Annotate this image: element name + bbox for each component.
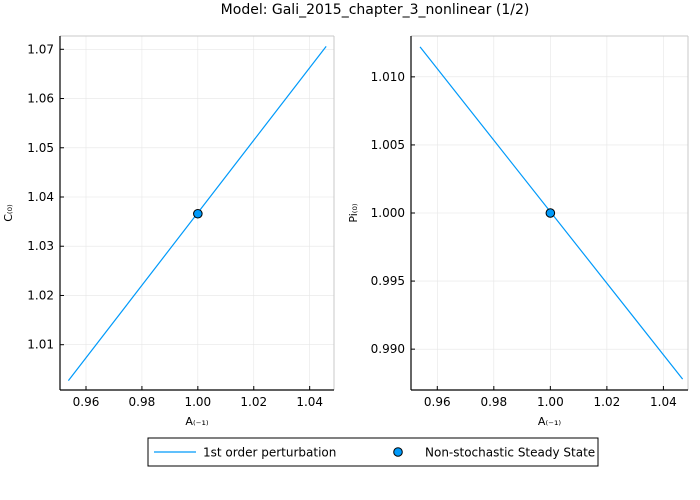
y-tick-label: 1.02 — [27, 288, 54, 302]
y-axis-label: C₍₀₎ — [2, 204, 15, 222]
x-tick-label: 0.98 — [129, 395, 156, 409]
y-tick-label: 1.04 — [27, 190, 54, 204]
subplot-2: 0.96 0.98 1.00 1.02 1.04 0.990 0.995 1.000 1.005… — [347, 35, 689, 428]
x-tick-label: 0.96 — [73, 395, 100, 409]
y-tick-label: 1.000 — [371, 206, 405, 220]
x-tick-label: 1.04 — [296, 395, 323, 409]
y-tick-label: 1.06 — [27, 92, 54, 106]
y-tick-label: 1.010 — [371, 70, 405, 84]
y-tick-label: 0.990 — [371, 342, 405, 356]
y-tick-label: 1.005 — [371, 138, 405, 152]
x-axis-label: A₍₋₁₎ — [185, 415, 208, 428]
x-tick-label: 1.02 — [594, 395, 621, 409]
x-tick-label: 0.98 — [480, 395, 507, 409]
x-tick-label: 1.04 — [650, 395, 677, 409]
y-tick-label: 1.01 — [27, 338, 54, 352]
figure-title: Model: Gali_2015_chapter_3_nonlinear (1/… — [221, 2, 530, 18]
x-tick-label: 1.00 — [537, 395, 564, 409]
y-tick-label: 0.995 — [371, 274, 405, 288]
legend-label-steady-state: Non-stochastic Steady State — [425, 446, 595, 460]
x-tick-label: 1.02 — [240, 395, 267, 409]
x-tick-label: 1.00 — [184, 395, 211, 409]
y-tick-label: 1.05 — [27, 141, 54, 155]
y-axis-label: Pi₍₀₎ — [347, 203, 360, 223]
x-tick-label: 0.96 — [424, 395, 451, 409]
legend-box — [147, 437, 599, 467]
subplot-1: 0.96 0.98 1.00 1.02 1.04 1.01 1.02 1.03 1.04 1.05… — [2, 35, 335, 428]
steady-state-marker — [193, 208, 203, 219]
legend-marker-swatch — [393, 447, 403, 457]
x-axis-label: A₍₋₁₎ — [538, 415, 561, 428]
legend: 1st order perturbation Non-stochastic St… — [147, 437, 599, 467]
steady-state-marker — [545, 208, 556, 218]
legend-label-perturbation: 1st order perturbation — [203, 446, 336, 460]
y-tick-label: 1.07 — [27, 42, 54, 56]
y-tick-label: 1.03 — [27, 239, 54, 253]
